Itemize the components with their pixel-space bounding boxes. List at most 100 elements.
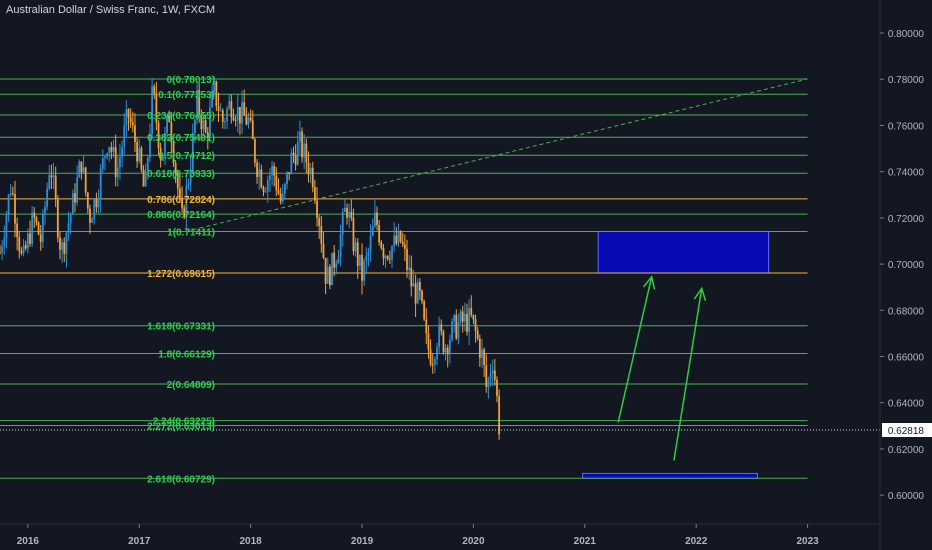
candle-body bbox=[155, 94, 158, 123]
candle-body bbox=[179, 188, 181, 198]
candle-body bbox=[71, 193, 74, 215]
last-price-label: 0.62818 bbox=[888, 426, 925, 437]
candle-body bbox=[31, 212, 34, 244]
candle-body bbox=[466, 313, 468, 332]
candle-body bbox=[131, 122, 134, 126]
candle-body bbox=[487, 379, 490, 388]
candle-body bbox=[151, 86, 153, 134]
candle-body bbox=[61, 242, 64, 250]
candle-body bbox=[202, 120, 205, 130]
candle-body bbox=[438, 324, 441, 348]
candle-body bbox=[185, 185, 188, 218]
candle-body bbox=[219, 110, 222, 112]
candle-body bbox=[414, 283, 417, 304]
candle-body bbox=[350, 212, 353, 219]
candle-body bbox=[301, 131, 303, 158]
candle-body bbox=[78, 161, 81, 178]
time-tick-label: 2016 bbox=[17, 536, 40, 547]
candle-body bbox=[33, 212, 36, 218]
candle-body bbox=[341, 211, 344, 235]
candle-body bbox=[164, 133, 166, 158]
candle-body bbox=[397, 231, 400, 244]
candle-body bbox=[442, 331, 445, 353]
candle-body bbox=[331, 252, 333, 286]
candle-body bbox=[166, 116, 168, 134]
candle-body bbox=[481, 349, 483, 358]
candle-body bbox=[211, 91, 213, 108]
candle-body bbox=[69, 214, 72, 224]
candle-body bbox=[371, 226, 374, 236]
candle-body bbox=[307, 162, 310, 175]
candle-body bbox=[108, 147, 111, 154]
price-tick-label: 0.68000 bbox=[888, 306, 925, 317]
candle-body bbox=[121, 147, 124, 158]
candle-body bbox=[65, 232, 68, 254]
candle-body bbox=[221, 110, 224, 122]
arrow-shaft bbox=[673, 288, 703, 461]
candle-body bbox=[256, 162, 258, 177]
candle-body bbox=[401, 241, 404, 245]
candle-body bbox=[348, 212, 351, 218]
candle-body bbox=[230, 101, 233, 118]
candle-body bbox=[228, 101, 231, 109]
fib-level-label: 2.618(0.60729) bbox=[147, 474, 215, 485]
candle-body bbox=[52, 175, 55, 178]
candle-body bbox=[498, 396, 501, 435]
candle-body bbox=[59, 237, 61, 250]
candle-body bbox=[429, 349, 432, 365]
fib-level-label: 2(0.64809) bbox=[167, 380, 215, 391]
candle-body bbox=[461, 311, 464, 322]
price-tick-label: 0.72000 bbox=[888, 214, 925, 225]
candle-body bbox=[236, 106, 239, 121]
candle-body bbox=[305, 143, 308, 163]
candle-body bbox=[354, 242, 357, 252]
candle-body bbox=[116, 167, 119, 178]
candle-body bbox=[284, 184, 286, 194]
annotations: 0(0.78013) 0.1(0.77353) 0.236(0.76455) 0.38… bbox=[0, 75, 880, 485]
candle-body bbox=[337, 256, 340, 264]
candle-body bbox=[365, 255, 368, 262]
fib-level-label: 0.1(0.77353) bbox=[158, 90, 215, 101]
time-tick-label: 2022 bbox=[685, 536, 708, 547]
candle-body bbox=[459, 311, 462, 323]
candle-body bbox=[292, 152, 295, 156]
candle-body bbox=[110, 147, 113, 152]
candle-body bbox=[496, 379, 498, 397]
time-tick-label: 2020 bbox=[462, 536, 485, 547]
candle-body bbox=[264, 191, 267, 193]
candle-body bbox=[457, 322, 460, 339]
candle-body bbox=[489, 373, 492, 380]
candle-body bbox=[339, 234, 342, 257]
candle-body bbox=[476, 330, 479, 339]
target-zone bbox=[597, 230, 770, 274]
fib-level-label: 0.786(0.72824) bbox=[147, 195, 215, 206]
candles bbox=[0, 76, 501, 440]
candle-body bbox=[425, 319, 428, 334]
candle-body bbox=[352, 218, 355, 252]
candle-body bbox=[416, 282, 419, 304]
candle-body bbox=[196, 90, 198, 120]
candle-body bbox=[453, 315, 456, 322]
fibonacci-levels bbox=[0, 78, 808, 479]
candle-body bbox=[367, 251, 370, 256]
candle-body bbox=[76, 177, 79, 203]
candle-body bbox=[288, 172, 291, 175]
fib-level-label: 0.5(0.74712) bbox=[158, 151, 215, 162]
candle-body bbox=[104, 156, 106, 159]
candle-body bbox=[41, 213, 44, 242]
candle-body bbox=[123, 125, 126, 148]
time-tick-label: 2017 bbox=[128, 536, 151, 547]
candle-body bbox=[363, 261, 366, 281]
candle-body bbox=[463, 313, 466, 322]
target-zones bbox=[582, 230, 770, 479]
candle-body bbox=[485, 365, 488, 388]
fib-level-label: 0.382(0.75491) bbox=[147, 133, 215, 144]
candle-body bbox=[322, 243, 325, 258]
candle-body bbox=[470, 308, 473, 315]
candle-body bbox=[84, 167, 87, 193]
candle-body bbox=[346, 207, 348, 218]
candle-body bbox=[200, 114, 203, 130]
candle-body bbox=[316, 200, 318, 218]
candle-body bbox=[146, 157, 149, 171]
